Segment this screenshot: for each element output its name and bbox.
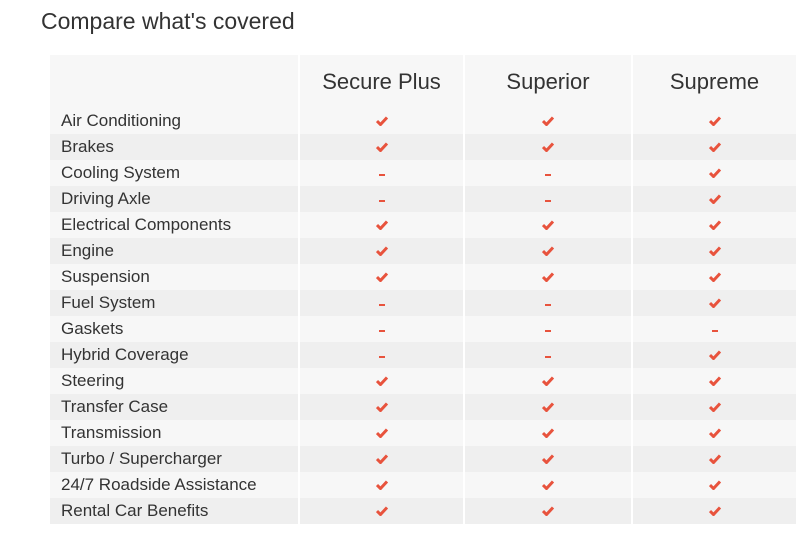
dash-icon	[465, 316, 633, 342]
check-icon	[465, 238, 633, 264]
check-icon	[465, 420, 633, 446]
feature-label: Cooling System	[50, 160, 300, 186]
feature-label: Brakes	[50, 134, 300, 160]
dash-icon	[465, 160, 633, 186]
table-row: Suspension	[50, 264, 796, 290]
check-icon	[633, 368, 796, 394]
feature-label: Transmission	[50, 420, 300, 446]
table-row: Fuel System	[50, 290, 796, 316]
check-icon	[633, 342, 796, 368]
check-icon	[465, 368, 633, 394]
check-icon	[300, 472, 465, 498]
feature-label: Fuel System	[50, 290, 300, 316]
table-row: Steering	[50, 368, 796, 394]
check-icon	[633, 498, 796, 524]
header-superior: Superior	[465, 55, 633, 108]
table-row: Cooling System	[50, 160, 796, 186]
feature-label: Transfer Case	[50, 394, 300, 420]
check-icon	[300, 420, 465, 446]
check-icon	[633, 446, 796, 472]
table-row: Turbo / Supercharger	[50, 446, 796, 472]
dash-icon	[633, 316, 796, 342]
check-icon	[465, 134, 633, 160]
dash-icon	[300, 316, 465, 342]
check-icon	[300, 212, 465, 238]
page-title: Compare what's covered	[41, 8, 295, 34]
dash-icon	[465, 290, 633, 316]
coverage-comparison-table: Secure Plus Superior Supreme Air Conditi…	[50, 55, 796, 524]
check-icon	[633, 264, 796, 290]
feature-label: Rental Car Benefits	[50, 498, 300, 524]
dash-icon	[465, 342, 633, 368]
table-row: Engine	[50, 238, 796, 264]
table-row: Transmission	[50, 420, 796, 446]
check-icon	[465, 394, 633, 420]
feature-label: Gaskets	[50, 316, 300, 342]
dash-icon	[300, 160, 465, 186]
check-icon	[300, 264, 465, 290]
feature-label: Turbo / Supercharger	[50, 446, 300, 472]
feature-label: Steering	[50, 368, 300, 394]
feature-label: Driving Axle	[50, 186, 300, 212]
table-row: Gaskets	[50, 316, 796, 342]
feature-label: Air Conditioning	[50, 108, 300, 134]
check-icon	[633, 472, 796, 498]
check-icon	[300, 446, 465, 472]
feature-label: Hybrid Coverage	[50, 342, 300, 368]
check-icon	[465, 264, 633, 290]
table-row: Brakes	[50, 134, 796, 160]
check-icon	[633, 238, 796, 264]
check-icon	[465, 446, 633, 472]
check-icon	[465, 472, 633, 498]
table-header-row: Secure Plus Superior Supreme	[50, 55, 796, 108]
table-row: Hybrid Coverage	[50, 342, 796, 368]
check-icon	[465, 108, 633, 134]
check-icon	[300, 394, 465, 420]
table-row: Electrical Components	[50, 212, 796, 238]
dash-icon	[300, 290, 465, 316]
table-row: Rental Car Benefits	[50, 498, 796, 524]
check-icon	[465, 498, 633, 524]
check-icon	[300, 498, 465, 524]
header-supreme: Supreme	[633, 55, 796, 108]
check-icon	[633, 186, 796, 212]
header-secure-plus: Secure Plus	[300, 55, 465, 108]
table-row: Driving Axle	[50, 186, 796, 212]
feature-label: Electrical Components	[50, 212, 300, 238]
table-row: 24/7 Roadside Assistance	[50, 472, 796, 498]
header-empty	[50, 55, 300, 108]
check-icon	[300, 134, 465, 160]
table-row: Air Conditioning	[50, 108, 796, 134]
feature-label: Engine	[50, 238, 300, 264]
dash-icon	[300, 186, 465, 212]
dash-icon	[465, 186, 633, 212]
check-icon	[300, 238, 465, 264]
check-icon	[300, 108, 465, 134]
feature-label: Suspension	[50, 264, 300, 290]
check-icon	[465, 212, 633, 238]
check-icon	[633, 290, 796, 316]
check-icon	[633, 134, 796, 160]
check-icon	[633, 160, 796, 186]
dash-icon	[300, 342, 465, 368]
check-icon	[633, 108, 796, 134]
table-row: Transfer Case	[50, 394, 796, 420]
feature-label: 24/7 Roadside Assistance	[50, 472, 300, 498]
check-icon	[633, 212, 796, 238]
check-icon	[633, 394, 796, 420]
check-icon	[300, 368, 465, 394]
check-icon	[633, 420, 796, 446]
